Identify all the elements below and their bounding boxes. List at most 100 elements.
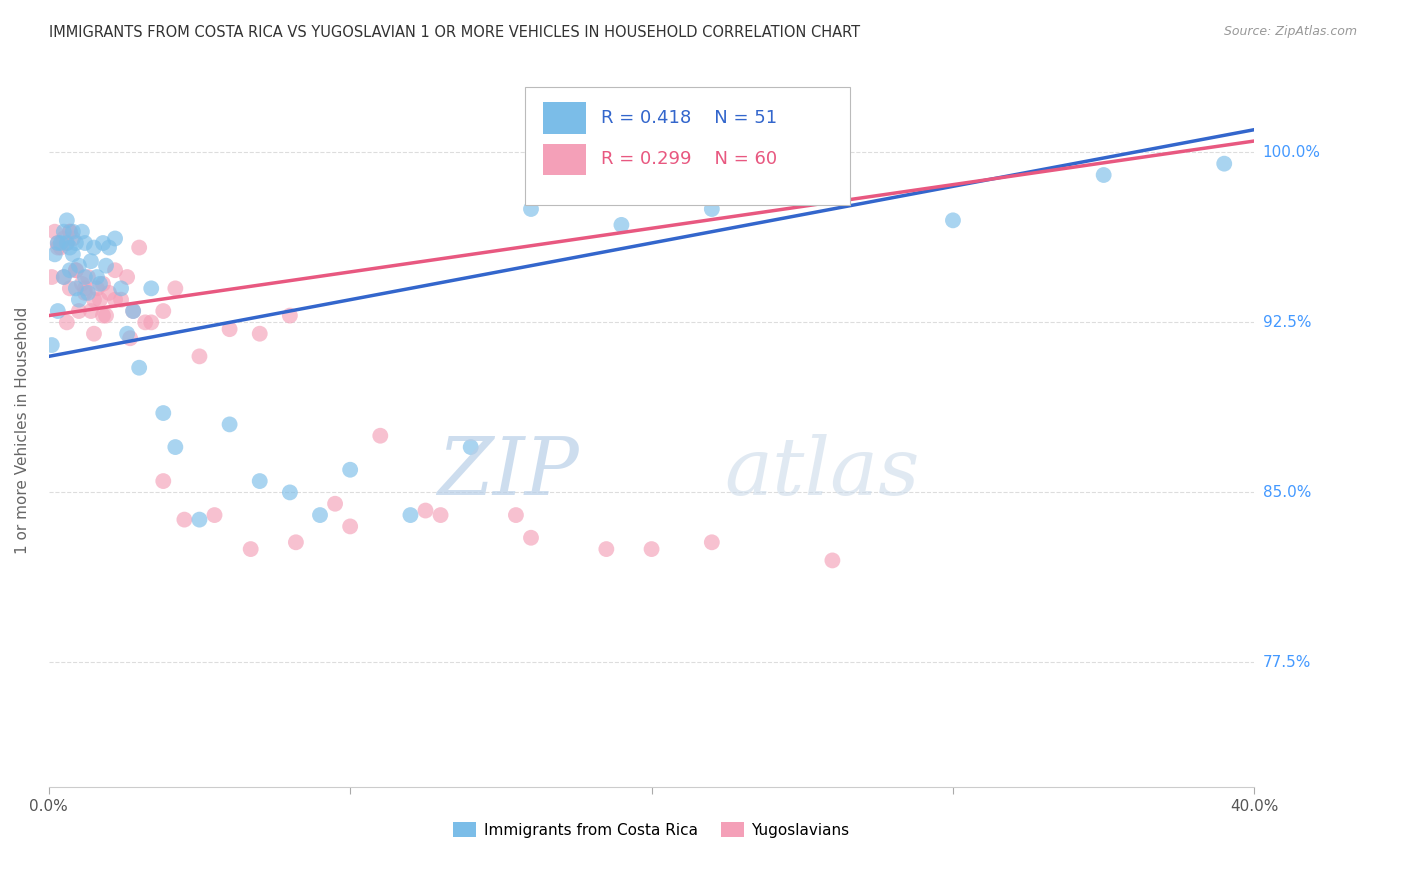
Immigrants from Costa Rica <box>1092 168 1115 182</box>
Immigrants from Costa Rica <box>91 235 114 250</box>
Immigrants from Costa Rica <box>152 406 174 420</box>
FancyBboxPatch shape <box>543 103 586 134</box>
Yugoslavians <box>56 235 79 250</box>
Immigrants from Costa Rica <box>399 508 422 522</box>
Yugoslavians <box>700 535 723 549</box>
Yugoslavians <box>323 497 346 511</box>
Yugoslavians <box>52 270 75 285</box>
Yugoslavians <box>821 553 844 567</box>
Yugoslavians <box>59 225 82 239</box>
Yugoslavians <box>278 309 301 323</box>
Yugoslavians <box>415 503 437 517</box>
Immigrants from Costa Rica <box>44 247 66 261</box>
Immigrants from Costa Rica <box>821 179 844 194</box>
Immigrants from Costa Rica <box>52 225 75 239</box>
Yugoslavians <box>98 285 121 300</box>
Immigrants from Costa Rica <box>80 254 103 268</box>
Yugoslavians <box>110 293 132 307</box>
Immigrants from Costa Rica <box>122 304 145 318</box>
FancyBboxPatch shape <box>524 87 851 205</box>
Text: 92.5%: 92.5% <box>1263 315 1312 330</box>
Yugoslavians <box>104 293 127 307</box>
Immigrants from Costa Rica <box>83 241 105 255</box>
Immigrants from Costa Rica <box>56 213 79 227</box>
Yugoslavians <box>429 508 451 522</box>
Yugoslavians <box>94 309 117 323</box>
Yugoslavians <box>83 326 105 341</box>
Immigrants from Costa Rica <box>67 259 90 273</box>
Yugoslavians <box>59 281 82 295</box>
Immigrants from Costa Rica <box>67 293 90 307</box>
Yugoslavians <box>89 293 111 307</box>
Immigrants from Costa Rica <box>128 360 150 375</box>
Text: Source: ZipAtlas.com: Source: ZipAtlas.com <box>1223 25 1357 38</box>
Yugoslavians <box>73 281 96 295</box>
Yugoslavians <box>120 331 142 345</box>
FancyBboxPatch shape <box>543 144 586 175</box>
Immigrants from Costa Rica <box>89 277 111 291</box>
Yugoslavians <box>218 322 240 336</box>
Immigrants from Costa Rica <box>115 326 138 341</box>
Immigrants from Costa Rica <box>41 338 63 352</box>
Yugoslavians <box>73 285 96 300</box>
Text: 85.0%: 85.0% <box>1263 485 1310 500</box>
Yugoslavians <box>46 235 69 250</box>
Yugoslavians <box>80 304 103 318</box>
Immigrants from Costa Rica <box>309 508 332 522</box>
Legend: Immigrants from Costa Rica, Yugoslavians: Immigrants from Costa Rica, Yugoslavians <box>447 815 856 844</box>
Immigrants from Costa Rica <box>73 270 96 285</box>
Yugoslavians <box>141 315 163 329</box>
Yugoslavians <box>67 304 90 318</box>
Immigrants from Costa Rica <box>104 231 127 245</box>
Yugoslavians <box>122 304 145 318</box>
Yugoslavians <box>41 270 63 285</box>
Yugoslavians <box>104 263 127 277</box>
Immigrants from Costa Rica <box>70 225 93 239</box>
Yugoslavians <box>239 542 262 557</box>
Yugoslavians <box>188 350 211 364</box>
Yugoslavians <box>128 241 150 255</box>
Immigrants from Costa Rica <box>218 417 240 432</box>
Yugoslavians <box>59 225 82 239</box>
Immigrants from Costa Rica <box>59 263 82 277</box>
Immigrants from Costa Rica <box>46 235 69 250</box>
Immigrants from Costa Rica <box>339 463 361 477</box>
Yugoslavians <box>83 293 105 307</box>
Immigrants from Costa Rica <box>110 281 132 295</box>
Immigrants from Costa Rica <box>65 281 87 295</box>
Immigrants from Costa Rica <box>49 235 72 250</box>
Yugoslavians <box>152 474 174 488</box>
Yugoslavians <box>640 542 662 557</box>
Text: R = 0.418    N = 51: R = 0.418 N = 51 <box>600 109 778 127</box>
Immigrants from Costa Rica <box>94 259 117 273</box>
Immigrants from Costa Rica <box>141 281 163 295</box>
Immigrants from Costa Rica <box>46 304 69 318</box>
Yugoslavians <box>339 519 361 533</box>
Immigrants from Costa Rica <box>86 270 108 285</box>
Yugoslavians <box>91 309 114 323</box>
Immigrants from Costa Rica <box>73 235 96 250</box>
Yugoslavians <box>44 225 66 239</box>
Immigrants from Costa Rica <box>52 270 75 285</box>
Text: R = 0.299    N = 60: R = 0.299 N = 60 <box>600 151 778 169</box>
Yugoslavians <box>115 270 138 285</box>
Immigrants from Costa Rica <box>610 218 633 232</box>
Text: 100.0%: 100.0% <box>1263 145 1320 160</box>
Immigrants from Costa Rica <box>460 440 482 454</box>
Y-axis label: 1 or more Vehicles in Household: 1 or more Vehicles in Household <box>15 307 30 554</box>
Immigrants from Costa Rica <box>165 440 187 454</box>
Yugoslavians <box>249 326 271 341</box>
Yugoslavians <box>70 277 93 291</box>
Yugoslavians <box>134 315 156 329</box>
Yugoslavians <box>91 277 114 291</box>
Immigrants from Costa Rica <box>65 235 87 250</box>
Immigrants from Costa Rica <box>249 474 271 488</box>
Immigrants from Costa Rica <box>77 285 100 300</box>
Yugoslavians <box>77 270 100 285</box>
Yugoslavians <box>165 281 187 295</box>
Yugoslavians <box>595 542 617 557</box>
Immigrants from Costa Rica <box>1213 156 1236 170</box>
Yugoslavians <box>284 535 307 549</box>
Text: atlas: atlas <box>724 434 920 512</box>
Yugoslavians <box>62 231 84 245</box>
